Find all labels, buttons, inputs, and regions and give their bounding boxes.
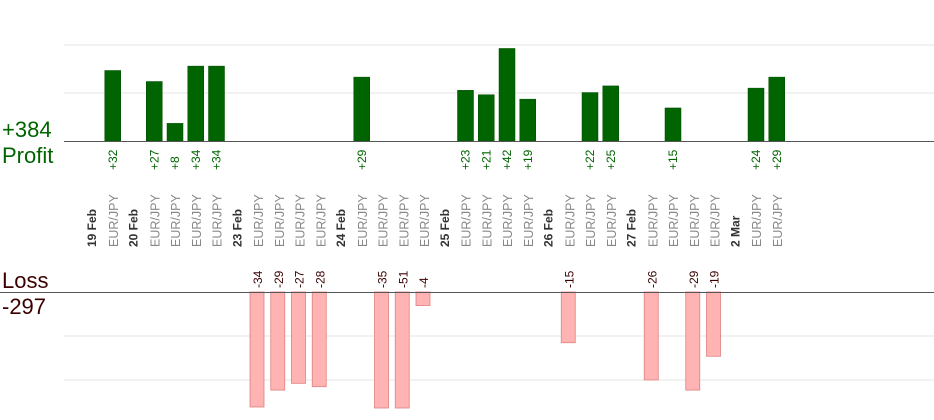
profit-value-label: +21: [479, 149, 493, 170]
loss-total: -297: [2, 294, 46, 319]
symbol-label: EUR/JPY: [190, 194, 204, 247]
symbol-label: EUR/JPY: [667, 194, 681, 247]
loss-value-label: -34: [251, 270, 265, 288]
profit-value-label: +19: [521, 149, 535, 170]
loss-bar: [394, 291, 410, 409]
bar-labels: 19 Feb EUR/JPY +32 20 Feb EUR/JPY +27 EUR/JPY +…: [85, 149, 785, 288]
profit-bar: [664, 107, 682, 142]
loss-value-label: -51: [396, 270, 410, 288]
profit-bar: [457, 90, 474, 142]
loss-value-label: -15: [562, 270, 576, 288]
loss-value-label: -35: [376, 270, 390, 288]
symbol-label: EUR/JPY: [294, 194, 308, 247]
profit-bar: [187, 65, 204, 142]
loss-bar: [311, 291, 327, 388]
symbol-label: EUR/JPY: [107, 194, 121, 247]
symbol-label: EUR/JPY: [397, 194, 411, 247]
symbol-label: EUR/JPY: [646, 194, 660, 247]
profit-value-label: +23: [459, 149, 473, 170]
profit-label: Profit: [2, 143, 53, 168]
profit-value-label: +29: [355, 149, 369, 170]
bars: [104, 48, 785, 409]
symbol-label: EUR/JPY: [605, 194, 619, 247]
symbol-label: EUR/JPY: [584, 194, 598, 247]
loss-value-label: -26: [645, 270, 659, 288]
profit-value-label: +25: [604, 149, 618, 170]
symbol-label: EUR/JPY: [480, 194, 494, 247]
loss-bar: [270, 291, 286, 391]
date-label: 24 Feb: [334, 209, 348, 247]
symbol-label: EUR/JPY: [460, 194, 474, 247]
profit-bar: [602, 85, 619, 142]
profit-value-label: +24: [749, 149, 763, 170]
profit-value-label: +22: [583, 149, 597, 170]
loss-bar: [291, 291, 306, 384]
loss-bar: [374, 291, 389, 409]
symbol-label: EUR/JPY: [750, 194, 764, 247]
symbol-label: EUR/JPY: [709, 194, 723, 247]
profit-bar: [104, 70, 121, 142]
profit-bar: [768, 76, 785, 142]
axes: [0, 141, 934, 293]
profit-bar: [166, 123, 184, 142]
symbol-label: EUR/JPY: [501, 194, 515, 247]
symbol-label: EUR/JPY: [148, 194, 162, 247]
profit-value-label: +15: [666, 149, 680, 170]
loss-value-label: -4: [417, 277, 431, 288]
loss-bar: [685, 291, 701, 391]
loss-label: Loss: [2, 268, 48, 293]
loss-value-label: -28: [313, 270, 327, 288]
symbol-label: EUR/JPY: [418, 194, 432, 247]
profit-total: +384: [2, 117, 52, 142]
profit-value-label: +34: [189, 149, 203, 170]
symbol-label: EUR/JPY: [273, 194, 287, 247]
profit-bar: [747, 87, 765, 142]
date-label: 27 Feb: [625, 209, 639, 247]
profit-value-label: +32: [106, 149, 120, 170]
symbol-label: EUR/JPY: [169, 194, 183, 247]
profit-bar: [208, 65, 225, 142]
loss-value-label: -19: [708, 270, 722, 288]
profit-value-label: +29: [770, 149, 784, 170]
symbol-label: EUR/JPY: [688, 194, 702, 247]
profit-value-label: +27: [147, 149, 161, 170]
date-label: 25 Feb: [438, 209, 452, 247]
symbol-label: EUR/JPY: [211, 194, 225, 247]
symbol-label: EUR/JPY: [522, 194, 536, 247]
profit-bar: [146, 81, 163, 142]
profit-bar: [478, 94, 495, 142]
loss-bar: [560, 291, 576, 344]
profit-bar: [498, 48, 516, 142]
date-label: 19 Feb: [85, 209, 99, 247]
symbol-label: EUR/JPY: [563, 194, 577, 247]
profit-value-label: +34: [210, 149, 224, 170]
profit-bar: [581, 92, 599, 142]
loss-bar: [643, 291, 659, 381]
loss-value-label: -29: [687, 270, 701, 288]
loss-bar: [706, 291, 721, 357]
date-label: 20 Feb: [127, 209, 141, 247]
symbol-label: EUR/JPY: [314, 194, 328, 247]
profit-bar: [353, 76, 370, 142]
date-label: 2 Mar: [728, 215, 742, 247]
loss-value-label: -27: [293, 270, 307, 288]
profit-bar: [519, 98, 536, 142]
profit-value-label: +8: [168, 156, 182, 170]
date-label: 23 Feb: [230, 209, 244, 247]
symbol-label: EUR/JPY: [252, 194, 266, 247]
loss-bar: [415, 291, 431, 306]
profit-value-label: +42: [500, 149, 514, 170]
loss-bar: [249, 291, 265, 408]
symbol-label: EUR/JPY: [377, 194, 391, 247]
loss-value-label: -29: [272, 270, 286, 288]
date-label: 26 Feb: [542, 209, 556, 247]
symbol-label: EUR/JPY: [771, 194, 785, 247]
symbol-label: EUR/JPY: [356, 194, 370, 247]
